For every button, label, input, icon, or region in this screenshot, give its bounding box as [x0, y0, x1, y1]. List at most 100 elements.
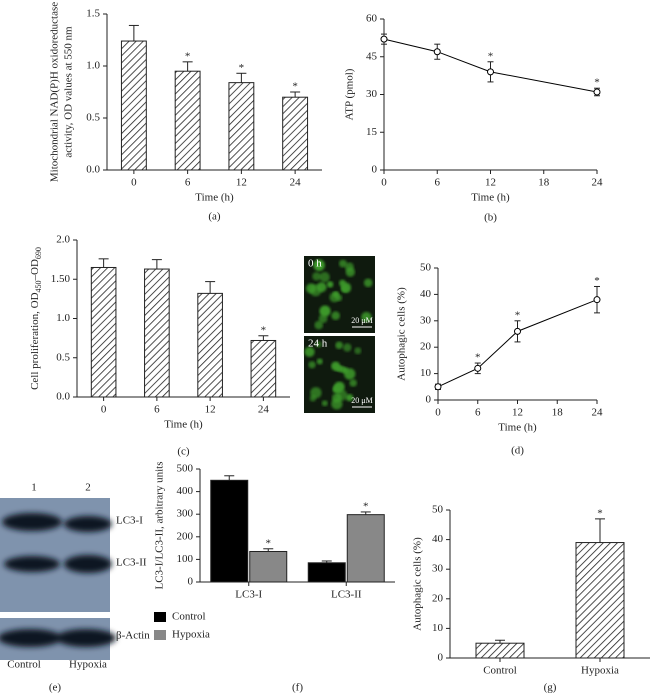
line: [383, 38, 598, 93]
x-tick-label: Control: [483, 665, 517, 677]
x-tick-label: 6: [435, 177, 441, 189]
y-tick-label: 1.0: [86, 60, 100, 72]
annotation: *: [594, 77, 600, 89]
annotation: *: [488, 50, 494, 62]
chart: 0 10 20 30 40 50 Autophagic cells (%) (g) Contro…: [412, 504, 650, 693]
y-tick-label: 300: [177, 508, 194, 520]
x-tick-label: 6: [185, 177, 191, 189]
bar: [346, 514, 385, 583]
y-axis-label-part: 450: [34, 280, 43, 292]
legend-swatch: [154, 612, 166, 622]
bar: [307, 562, 346, 583]
y-tick-label: 20: [432, 592, 444, 604]
y-tick-label: 100: [177, 553, 194, 565]
annotation: *: [185, 50, 191, 62]
point: [433, 48, 441, 56]
bar: [250, 339, 277, 398]
x-axis-label: Time (h): [498, 422, 537, 434]
x-tick-label: 24: [290, 177, 302, 189]
y-tick-label: 0.5: [56, 351, 70, 363]
annotation: *: [292, 81, 298, 93]
x-tick-label: 0: [101, 404, 107, 416]
cell: [309, 395, 317, 402]
point: [487, 68, 494, 76]
bar: [249, 550, 288, 583]
y-tick-label: 10: [420, 367, 432, 379]
cell: [333, 381, 345, 393]
y-axis-label: Autophagic cells (%): [396, 287, 408, 381]
point: [380, 35, 388, 43]
cell: [345, 267, 356, 277]
panel-label: (f): [292, 682, 303, 693]
cell: [315, 341, 322, 348]
y-tick-label: 500: [177, 463, 194, 475]
y-tick-label: 15: [366, 126, 378, 138]
x-tick-label: 24: [592, 177, 604, 189]
cell: [314, 320, 324, 330]
cell: [316, 282, 327, 293]
cell: [331, 398, 343, 410]
y-tick-label: 0.5: [86, 112, 100, 124]
cell: [321, 400, 328, 407]
y-tick-label: 40: [420, 288, 432, 300]
scale-label: 20 μM: [351, 396, 372, 405]
y-tick-label: 1.5: [86, 8, 100, 20]
x-tick-label: 12: [485, 177, 496, 189]
lane-label: Control: [7, 659, 41, 671]
x-tick-label: LC3-II: [331, 589, 362, 601]
y-tick-label: 1.50: [51, 273, 71, 285]
y-tick-label: 0: [188, 576, 194, 588]
y-axis-label: Autophagic cells (%): [412, 537, 424, 631]
cell: [354, 347, 362, 355]
annotation: *: [239, 62, 245, 74]
bar: [120, 40, 147, 171]
point: [593, 296, 601, 304]
y-axis-label: ATP (pmol): [344, 68, 356, 120]
legend-label: Hypoxia: [172, 629, 210, 641]
cell: [313, 259, 325, 272]
annotation: *: [261, 324, 267, 336]
y-axis-label: activity, OD values at 550 nm: [63, 26, 75, 158]
bar: [210, 479, 249, 583]
cell: [308, 361, 316, 369]
y-tick-label: 200: [177, 530, 194, 542]
y-tick-label: 0.0: [86, 164, 100, 176]
bar: [174, 70, 201, 171]
x-axis-label: Time (h): [471, 192, 510, 204]
y-tick-label: 20: [420, 341, 432, 353]
annotation: *: [475, 352, 481, 364]
x-tick-label: 24: [258, 404, 270, 416]
cell: [338, 259, 347, 268]
micrographs: [304, 256, 375, 413]
cell: [363, 278, 373, 288]
lane-number: 1: [31, 482, 37, 494]
y-tick-label: 50: [420, 262, 432, 274]
y-tick-label: 60: [366, 13, 378, 25]
chart: 0 10 20 30 40 50 Autophagic cells (%) Time (h) (…: [396, 262, 603, 457]
bar: [475, 642, 525, 659]
x-tick-label: 6: [154, 404, 160, 416]
cell: [319, 305, 331, 317]
y-tick-label: 30: [420, 314, 432, 326]
bar: [144, 268, 170, 398]
y-tick-label: 400: [177, 485, 194, 497]
band-label: β-Actin: [116, 630, 150, 642]
point: [434, 383, 442, 391]
chart: 0.0 0.5 1.0 1.50 2.0 Cell proliferation, OD45…: [29, 234, 290, 458]
panel-label: (a): [208, 211, 221, 223]
band-label: LC3-II: [116, 557, 147, 569]
y-tick-label: 1.0: [56, 312, 70, 324]
band-label: LC3-I: [116, 515, 143, 527]
y-tick-label: 45: [366, 50, 378, 62]
point: [474, 364, 482, 372]
y-tick-label: 0: [438, 652, 444, 664]
y-axis-label: Mitochondrial NAD(P)H oxidoreductase: [49, 2, 61, 182]
x-tick-label: 0: [131, 177, 137, 189]
annotation: *: [597, 507, 603, 519]
y-tick-label: 30: [432, 563, 444, 575]
scale-label: 20 μM: [351, 316, 372, 325]
cell: [331, 311, 340, 321]
lane-number: 2: [85, 482, 91, 494]
